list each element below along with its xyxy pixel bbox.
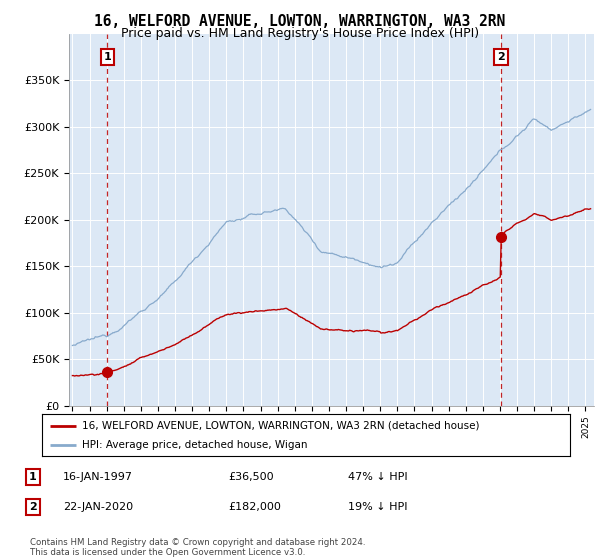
Text: 22-JAN-2020: 22-JAN-2020 <box>63 502 133 512</box>
Text: 47% ↓ HPI: 47% ↓ HPI <box>348 472 407 482</box>
Text: 16, WELFORD AVENUE, LOWTON, WARRINGTON, WA3 2RN (detached house): 16, WELFORD AVENUE, LOWTON, WARRINGTON, … <box>82 421 479 431</box>
Text: 1: 1 <box>103 52 111 62</box>
Text: £36,500: £36,500 <box>228 472 274 482</box>
Text: Price paid vs. HM Land Registry's House Price Index (HPI): Price paid vs. HM Land Registry's House … <box>121 27 479 40</box>
Text: 2: 2 <box>497 52 505 62</box>
Text: 16, WELFORD AVENUE, LOWTON, WARRINGTON, WA3 2RN: 16, WELFORD AVENUE, LOWTON, WARRINGTON, … <box>94 14 506 29</box>
Text: 16-JAN-1997: 16-JAN-1997 <box>63 472 133 482</box>
Text: £182,000: £182,000 <box>228 502 281 512</box>
Text: HPI: Average price, detached house, Wigan: HPI: Average price, detached house, Wiga… <box>82 440 307 450</box>
Text: 19% ↓ HPI: 19% ↓ HPI <box>348 502 407 512</box>
Text: 1: 1 <box>29 472 37 482</box>
Text: Contains HM Land Registry data © Crown copyright and database right 2024.
This d: Contains HM Land Registry data © Crown c… <box>30 538 365 557</box>
Text: 2: 2 <box>29 502 37 512</box>
